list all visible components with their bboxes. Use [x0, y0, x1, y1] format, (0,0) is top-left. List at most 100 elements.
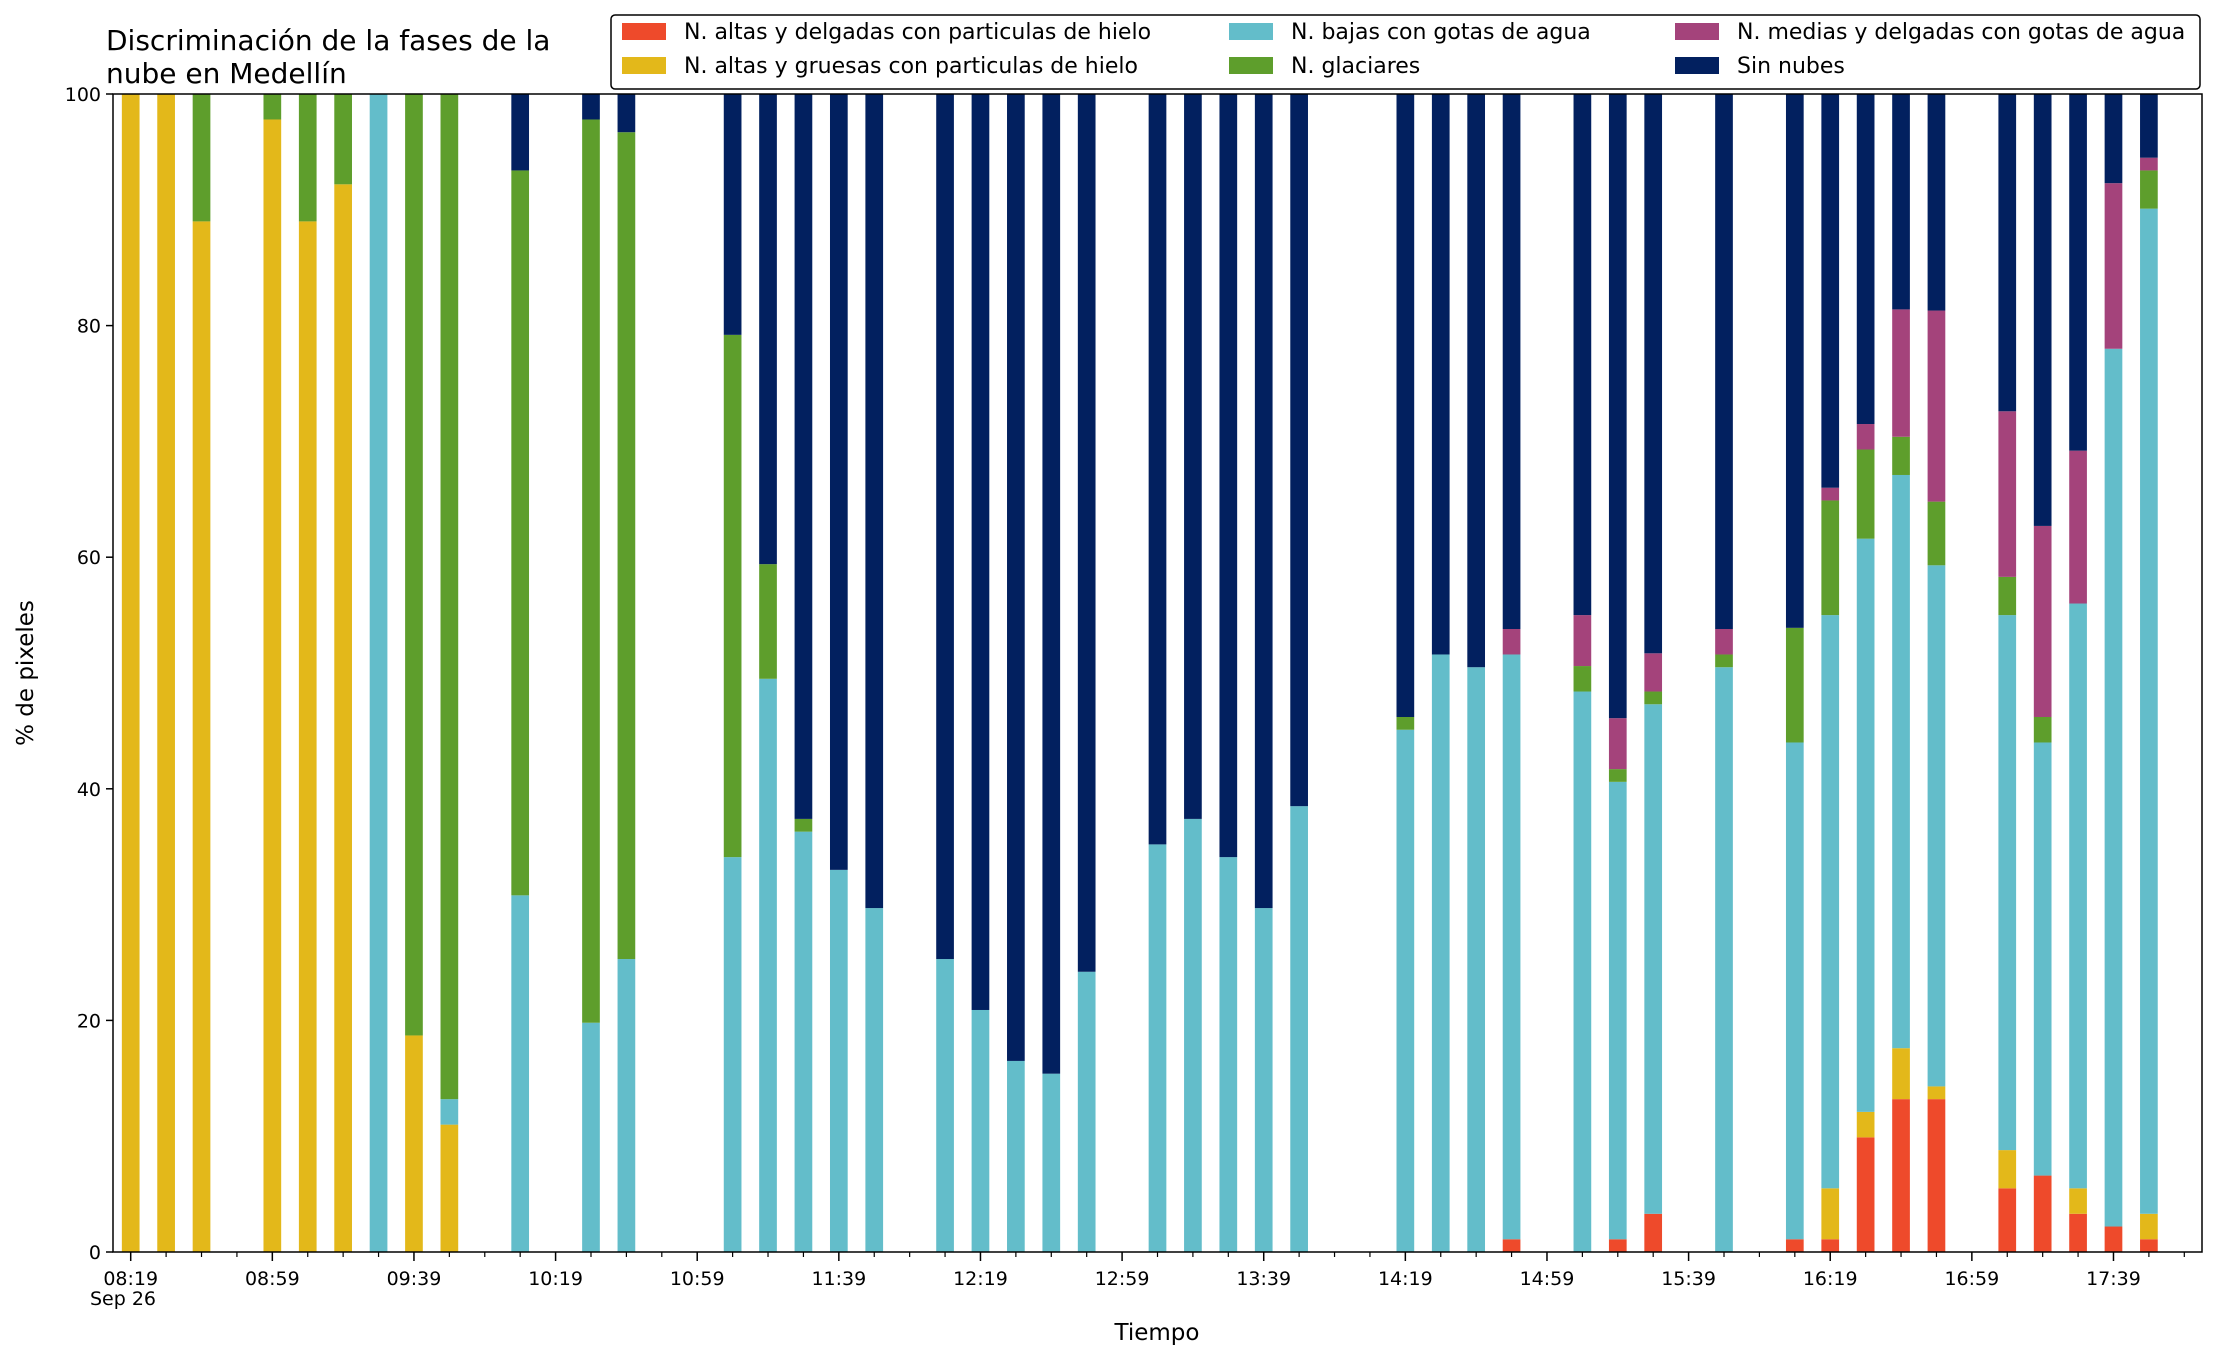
bar-segment-n-medias-y-delgadas-con-gotas-de-agua-1619 [1821, 487, 1840, 501]
bar-segment-sin-nubes-1519 [1608, 94, 1627, 719]
bar-segment-n-medias-y-delgadas-con-gotas-de-agua-1509 [1573, 615, 1592, 667]
bar-segment-n-altas-y-gruesas-con-particulas-de-hielo-0829 [157, 94, 175, 1252]
bar-segment-sin-nubes-1329 [1219, 94, 1238, 858]
legend-item-n-glaciares: N. glaciares [1229, 54, 1420, 79]
bar-segment-n-glaciares-1029 [582, 119, 600, 1023]
legend-box [610, 14, 2201, 90]
bar-segment-n-medias-y-delgadas-con-gotas-de-agua-1629 [1856, 424, 1875, 450]
x-axis: Sep 26 08:19 08:59 09:39 10:19 10:59 11:39 12:… [90, 1252, 2185, 1310]
bar-segment-sin-nubes-1349 [1290, 94, 1308, 807]
legend-swatch [622, 23, 666, 40]
bar-segment-sin-nubes-1009 [511, 94, 530, 171]
x-tick-label: 12:19 [953, 1268, 1008, 1290]
x-tick-label: 14:19 [1378, 1268, 1433, 1290]
y-tick-label: 60 [77, 547, 101, 569]
bar-segment-n-bajas-con-gotas-de-agua-1239 [1042, 1073, 1061, 1252]
bar-segment-n-bajas-con-gotas-de-agua-1009 [511, 895, 530, 1252]
bar-segment-sin-nubes-1449 [1502, 94, 1521, 629]
bar-segment-n-altas-y-delgadas-con-particulas-de-hielo-1729 [2069, 1213, 2087, 1252]
bar-segment-n-glaciares-1119 [759, 564, 777, 679]
legend-label: N. altas y delgadas con particulas de hi… [684, 20, 1151, 45]
bar-segment-sin-nubes-1149 [865, 94, 884, 909]
bar-segment-n-medias-y-delgadas-con-gotas-de-agua-1709 [1998, 411, 2017, 577]
y-tick-label: 40 [77, 779, 101, 801]
legend-item-n-altas-y-gruesas-con-particulas-de-hielo: N. altas y gruesas con particulas de hie… [622, 54, 1138, 79]
bar-segment-n-glaciares-1419 [1396, 717, 1415, 730]
y-tick-label: 0 [89, 1242, 101, 1264]
x-tick-label: 08:59 [245, 1268, 300, 1290]
bar-segment-n-glaciares-1529 [1644, 691, 1663, 705]
bar-segment-n-bajas-con-gotas-de-agua-1709 [1998, 615, 2017, 1151]
bar-segment-n-medias-y-delgadas-con-gotas-de-agua-1729 [2069, 450, 2087, 604]
y-tick-label: 80 [77, 316, 101, 338]
bar-segment-n-altas-y-delgadas-con-particulas-de-hielo-1749 [2140, 1239, 2158, 1252]
bar-segment-n-altas-y-gruesas-con-particulas-de-hielo-0819 [121, 94, 140, 1252]
legend-label: N. medias y delgadas con gotas de agua [1737, 20, 2185, 45]
bar-segment-n-bajas-con-gotas-de-agua-1349 [1290, 806, 1308, 1252]
bar-segment-n-bajas-con-gotas-de-agua-1149 [865, 908, 884, 1252]
bar-segment-n-altas-y-delgadas-con-particulas-de-hielo-1609 [1785, 1239, 1804, 1252]
bar-segment-n-bajas-con-gotas-de-agua-1619 [1821, 615, 1840, 1189]
x-tick-label: 14:59 [1520, 1268, 1575, 1290]
bar-segment-sin-nubes-1219 [971, 94, 990, 1010]
bar-segment-n-altas-y-gruesas-con-particulas-de-hielo-1749 [2140, 1213, 2158, 1240]
bar-segment-sin-nubes-1609 [1785, 94, 1804, 628]
x-axis-label: Tiempo [1114, 1320, 1200, 1346]
bar-segment-n-glaciares-1649 [1927, 501, 1946, 566]
chart-title-line: nube en Medellín [106, 57, 347, 90]
bar-segment-sin-nubes-1549 [1715, 94, 1733, 629]
bar-segment-n-medias-y-delgadas-con-gotas-de-agua-1449 [1502, 629, 1521, 655]
bar-segment-sin-nubes-1639 [1892, 94, 1910, 310]
bar-segment-sin-nubes-1719 [2033, 94, 2052, 526]
bar-segment-n-glaciares-0839 [192, 94, 211, 222]
bar-segment-n-bajas-con-gotas-de-agua-1139 [829, 869, 848, 1252]
bar-segment-n-altas-y-gruesas-con-particulas-de-hielo-0859 [263, 119, 282, 1253]
bar-segment-n-glaciares-1549 [1715, 654, 1733, 668]
legend-item-n-medias-y-delgadas-con-gotas-de-agua: N. medias y delgadas con gotas de agua [1675, 20, 2185, 45]
bar-segment-n-medias-y-delgadas-con-gotas-de-agua-1529 [1644, 653, 1663, 692]
legend-label: N. glaciares [1291, 54, 1420, 79]
x-tick-label: 09:39 [387, 1268, 442, 1290]
bar-segment-n-bajas-con-gotas-de-agua-0929 [369, 94, 388, 1252]
bar-segment-n-medias-y-delgadas-con-gotas-de-agua-1719 [2033, 525, 2052, 717]
bar-segment-n-glaciares-1039 [617, 132, 636, 960]
bar-segment-n-glaciares-1619 [1821, 500, 1840, 616]
x-tick-label: 10:19 [528, 1268, 583, 1290]
legend-swatch [1675, 57, 1719, 74]
bar-segment-n-bajas-con-gotas-de-agua-1229 [1007, 1060, 1025, 1252]
bar-segment-sin-nubes-1139 [829, 94, 848, 870]
bar-segment-n-bajas-con-gotas-de-agua-1419 [1396, 729, 1415, 1252]
legend-swatch [1675, 23, 1719, 40]
bar-segment-n-altas-y-delgadas-con-particulas-de-hielo-1719 [2033, 1175, 2052, 1252]
x-tick-label: 13:39 [1236, 1268, 1291, 1290]
bar-segment-n-altas-y-gruesas-con-particulas-de-hielo-1649 [1927, 1086, 1946, 1100]
bar-segment-n-glaciares-1639 [1892, 436, 1910, 475]
bar-segment-n-bajas-con-gotas-de-agua-1129 [794, 831, 813, 1252]
bar-segment-n-glaciares-1109 [723, 334, 742, 858]
bar-segment-n-medias-y-delgadas-con-gotas-de-agua-1739 [2104, 183, 2123, 349]
bar-segment-sin-nubes-1319 [1184, 94, 1202, 819]
bar-segment-n-bajas-con-gotas-de-agua-1309 [1148, 844, 1167, 1252]
bar-segment-n-bajas-con-gotas-de-agua-1719 [2033, 742, 2052, 1176]
bar-segment-n-bajas-con-gotas-de-agua-0949 [440, 1099, 459, 1125]
bar-segment-n-bajas-con-gotas-de-agua-1649 [1927, 565, 1946, 1087]
bar-segment-n-bajas-con-gotas-de-agua-1519 [1608, 781, 1627, 1240]
bar-segment-n-bajas-con-gotas-de-agua-1429 [1431, 654, 1450, 1252]
bar-segment-n-glaciares-1009 [511, 170, 530, 896]
legend-item-sin-nubes: Sin nubes [1675, 54, 1845, 79]
bar-segment-n-altas-y-gruesas-con-particulas-de-hielo-1729 [2069, 1188, 2087, 1214]
bar-segment-n-bajas-con-gotas-de-agua-1119 [759, 678, 777, 1252]
bar-segment-n-altas-y-delgadas-con-particulas-de-hielo-1529 [1644, 1213, 1663, 1252]
bar-segment-sin-nubes-1309 [1148, 94, 1167, 845]
bar-segment-n-altas-y-delgadas-con-particulas-de-hielo-1629 [1856, 1137, 1875, 1252]
bar-segment-sin-nubes-1209 [936, 94, 954, 960]
bar-segment-n-glaciares-1609 [1785, 627, 1804, 743]
bar-segment-n-altas-y-gruesas-con-particulas-de-hielo-1639 [1892, 1048, 1910, 1100]
bar-segment-n-bajas-con-gotas-de-agua-1209 [936, 959, 954, 1252]
bar-segment-sin-nubes-1029 [582, 94, 600, 120]
bar-segment-sin-nubes-1509 [1573, 94, 1592, 616]
bar-segment-n-bajas-con-gotas-de-agua-1729 [2069, 603, 2087, 1189]
bar-segment-n-bajas-con-gotas-de-agua-1629 [1856, 538, 1875, 1112]
bar-segment-n-bajas-con-gotas-de-agua-1029 [582, 1022, 600, 1252]
